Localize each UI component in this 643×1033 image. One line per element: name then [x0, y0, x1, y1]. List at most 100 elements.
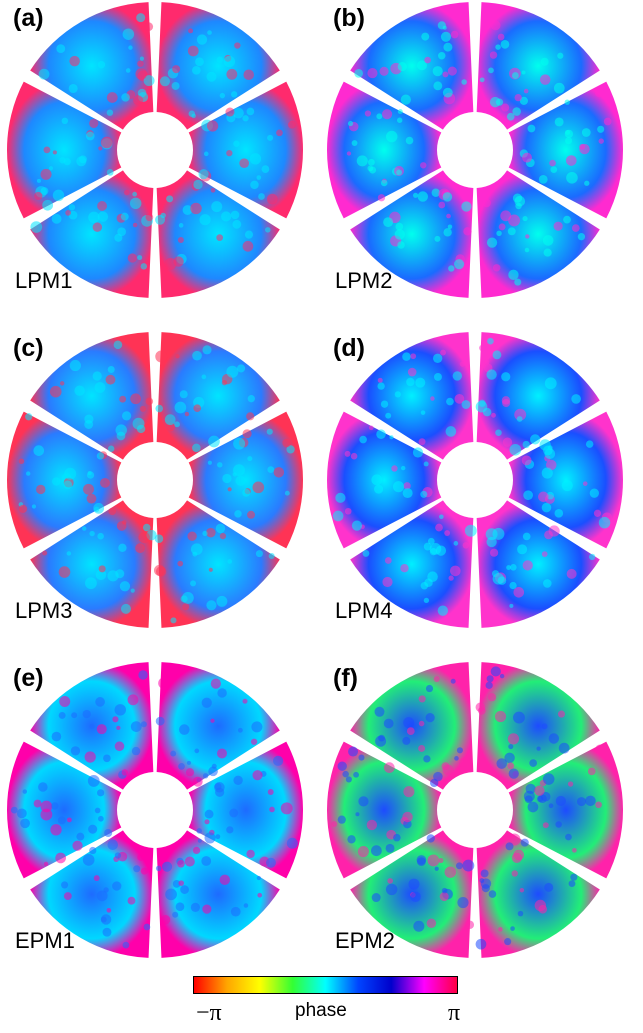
phase-speckle: [175, 902, 185, 912]
phase-speckle: [266, 193, 278, 205]
mode-label-c: LPM3: [15, 598, 73, 623]
phase-speckle: [97, 201, 108, 211]
phase-speckle: [585, 795, 596, 807]
phase-speckle: [158, 677, 170, 689]
phase-speckle: [34, 191, 43, 201]
mirror-segment: [30, 830, 154, 958]
phase-speckle: [276, 129, 283, 137]
phase-speckle: [567, 781, 574, 787]
phase-speckle: [66, 817, 72, 823]
phase-speckle: [268, 552, 275, 560]
phase-speckle: [499, 673, 505, 679]
phase-speckle: [462, 542, 470, 549]
phase-speckle: [226, 68, 238, 80]
phase-speckle: [82, 854, 95, 866]
phase-speckle: [457, 896, 469, 909]
phase-speckle: [242, 488, 251, 497]
phase-speckle: [196, 828, 202, 834]
phase-speckle: [202, 904, 212, 914]
colorbar-title: phase: [295, 1000, 347, 1021]
phase-speckle: [537, 794, 547, 804]
phase-speckle: [356, 155, 368, 167]
phase-speckle: [49, 385, 62, 398]
panel-label-e: (e): [13, 664, 44, 692]
phase-speckle: [265, 227, 271, 233]
phase-speckle: [593, 509, 602, 517]
phase-speckle: [402, 352, 411, 361]
phase-speckle: [230, 210, 240, 220]
mirror-segment: [6, 741, 122, 879]
phase-speckle: [230, 906, 241, 917]
phase-speckle: [194, 748, 200, 754]
phase-speckle: [475, 702, 486, 713]
phase-speckle: [367, 165, 374, 172]
phase-speckle: [206, 527, 216, 538]
phase-speckle: [58, 566, 71, 578]
mirror-segment: [508, 741, 623, 879]
mirror-segment: [156, 170, 280, 298]
phase-speckle: [548, 733, 560, 744]
phase-speckle: [116, 521, 127, 531]
phase-speckle: [286, 445, 295, 454]
phase-speckle: [135, 68, 148, 80]
phase-speckle: [120, 603, 131, 614]
phase-speckle: [74, 385, 85, 396]
phase-speckle: [40, 187, 49, 195]
phase-speckle: [258, 193, 265, 200]
phase-speckle: [519, 96, 528, 105]
phase-speckle: [508, 768, 519, 779]
phase-speckle: [140, 263, 148, 270]
phase-speckle: [536, 746, 541, 751]
phase-speckle: [97, 211, 109, 222]
phase-speckle: [385, 843, 395, 853]
phase-speckle: [570, 873, 578, 881]
phase-speckle: [230, 91, 238, 98]
phase-speckle: [106, 109, 114, 116]
phase-speckle: [211, 201, 223, 213]
phase-speckle: [482, 407, 492, 417]
mirror-segment: [327, 411, 442, 549]
panel-label-b: (b): [333, 4, 365, 32]
phase-speckle: [36, 484, 46, 495]
phase-speckle: [433, 676, 440, 682]
phase-speckle: [66, 551, 72, 556]
phase-speckle: [589, 488, 599, 498]
panel-f: (f) EPM2: [325, 660, 625, 960]
phase-speckle: [446, 397, 454, 406]
phase-speckle: [105, 374, 116, 385]
phase-speckle: [108, 507, 117, 516]
phase-speckle: [501, 372, 511, 382]
phase-speckle: [440, 31, 452, 42]
phase-speckle: [512, 193, 523, 203]
phase-speckle: [418, 744, 426, 752]
phase-speckle: [394, 391, 401, 398]
phase-speckle: [208, 567, 213, 572]
phase-speckle: [246, 849, 255, 859]
phase-speckle: [206, 600, 217, 611]
phase-speckle: [484, 359, 490, 365]
phase-speckle: [217, 462, 223, 468]
phase-speckle: [344, 507, 352, 515]
phase-speckle: [192, 551, 198, 557]
phase-speckle: [286, 837, 298, 849]
phase-speckle: [204, 832, 216, 844]
phase-speckle: [367, 158, 375, 166]
phase-speckle: [76, 156, 87, 167]
phase-speckle: [486, 369, 497, 380]
phase-speckle: [367, 68, 378, 79]
phase-speckle: [534, 785, 545, 796]
phase-speckle: [442, 192, 453, 202]
phase-speckle: [177, 560, 184, 567]
phase-speckle: [397, 241, 405, 249]
phase-speckle: [127, 253, 137, 263]
phase-speckle: [132, 222, 138, 228]
phase-speckle: [486, 536, 497, 548]
phase-speckle: [127, 896, 136, 905]
phase-speckle: [86, 493, 97, 504]
phase-speckle: [561, 480, 573, 492]
phase-speckle: [351, 520, 363, 531]
phase-speckle: [266, 428, 273, 435]
phase-speckle: [89, 846, 97, 855]
phase-speckle: [495, 44, 501, 50]
phase-speckle: [455, 862, 463, 870]
